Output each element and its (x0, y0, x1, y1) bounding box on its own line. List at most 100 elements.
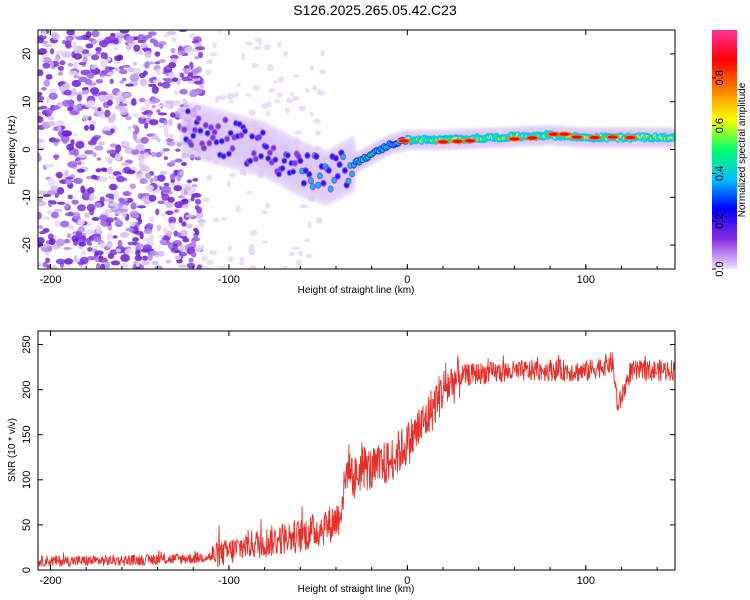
heatmap-x-axis-label: Height of straight line (km) (298, 285, 415, 296)
heatmap-cell (158, 125, 168, 129)
heatmap-cell (55, 238, 66, 247)
heatmap-cell (141, 47, 152, 51)
heatmap-cell (313, 118, 321, 124)
heatmap-cell (122, 64, 131, 68)
heatmap-cell (122, 191, 131, 197)
heatmap-cell (163, 126, 169, 135)
heatmap-cell (99, 242, 106, 249)
heatmap-cell (87, 255, 95, 261)
heatmap-cell (55, 171, 63, 178)
heatmap-cell (125, 35, 134, 44)
heatmap-cell (80, 250, 88, 255)
heatmap-cell (61, 130, 72, 137)
heatmap-cell (181, 204, 189, 209)
heatmap-cell (115, 144, 122, 153)
heatmap-cell (261, 210, 268, 215)
heatmap-cell (96, 157, 102, 161)
heatmap-cell (92, 152, 97, 158)
heatmap-cell (77, 161, 82, 165)
heatmap-cell (120, 162, 131, 166)
heatmap-cell (91, 136, 99, 141)
heatmap-cell (148, 234, 154, 242)
heatmap-cell (86, 71, 95, 79)
heatmap-cell (73, 53, 83, 60)
heatmap-cell (73, 255, 78, 263)
x-tick-label: -100 (218, 274, 240, 286)
heatmap-cell (192, 192, 202, 198)
heatmap-cell (349, 171, 355, 177)
heatmap-cell (138, 192, 143, 200)
heatmap-cell (119, 232, 130, 238)
heatmap-cell (73, 75, 80, 79)
heatmap-cell (277, 41, 282, 48)
heatmap-cell (161, 81, 171, 89)
heatmap-cell (149, 177, 154, 184)
heatmap-cell (113, 47, 119, 52)
heatmap-cell (87, 82, 97, 86)
heatmap-cell (43, 57, 52, 64)
heatmap-cell (170, 47, 176, 54)
heatmap-cell (174, 201, 184, 209)
heatmap-cell (129, 221, 136, 227)
heatmap-cell (157, 112, 168, 116)
heatmap-cell (245, 93, 253, 97)
y-tick-label: 150 (21, 426, 33, 444)
y-tick-label: 10 (21, 96, 33, 108)
heatmap-cell (38, 262, 42, 268)
heatmap-cell (83, 212, 91, 218)
colorbar-tick-label: 0.0 (714, 261, 726, 276)
heatmap-cell (251, 151, 257, 156)
heatmap-cell (157, 200, 165, 205)
heatmap-cell (127, 125, 132, 131)
heatmap-cell (90, 87, 100, 95)
heatmap-cell (107, 166, 113, 175)
heatmap-cell (54, 120, 65, 126)
heatmap-cell (124, 248, 133, 255)
heatmap-cell (198, 128, 203, 133)
heatmap-cell (38, 116, 44, 124)
heatmap-cell (335, 174, 340, 179)
heatmap-cell (171, 37, 177, 43)
heatmap-cell (48, 92, 58, 100)
heatmap-cell (50, 211, 59, 219)
heatmap-cell (193, 55, 200, 60)
snr-y-ticks: 0 50 100 150 200 250 (21, 335, 675, 573)
heatmap-cell (265, 202, 271, 209)
heatmap-cell (63, 238, 71, 244)
heatmap-cell (145, 223, 154, 229)
heatmap-cell (246, 190, 253, 195)
heatmap-cell (139, 78, 148, 87)
colorbar-tick-label: 0.2 (714, 214, 726, 229)
heatmap-cell (145, 184, 154, 191)
heatmap-cell (38, 190, 47, 195)
heatmap-cell (144, 200, 150, 205)
heatmap-cell (162, 227, 168, 235)
heatmap-cell (108, 175, 115, 180)
heatmap-cell (312, 85, 318, 91)
heatmap-cell (38, 91, 43, 97)
heatmap-cell (163, 182, 170, 187)
heatmap-cell (104, 198, 114, 202)
heatmap-cell (89, 65, 97, 70)
heatmap-hotspot (464, 139, 475, 143)
heatmap-cell (228, 100, 235, 104)
heatmap-cell (105, 93, 115, 101)
heatmap-cell (91, 245, 99, 250)
heatmap-cell (195, 211, 204, 220)
heatmap-cell (109, 249, 118, 256)
heatmap-cell (72, 211, 81, 220)
heatmap-cell (214, 98, 220, 103)
heatmap-cell (85, 43, 94, 49)
heatmap-cell (151, 151, 157, 158)
heatmap-cell (46, 189, 57, 196)
heatmap-cell (132, 213, 139, 219)
heatmap-cell (289, 91, 294, 97)
heatmap-cell (110, 260, 121, 266)
heatmap-cell (185, 214, 194, 218)
heatmap-cell (253, 156, 258, 162)
heatmap-cell (57, 72, 64, 76)
snr-line (38, 351, 675, 568)
heatmap-cell (140, 115, 146, 119)
heatmap-cell (133, 44, 141, 52)
heatmap-cell (178, 216, 183, 224)
